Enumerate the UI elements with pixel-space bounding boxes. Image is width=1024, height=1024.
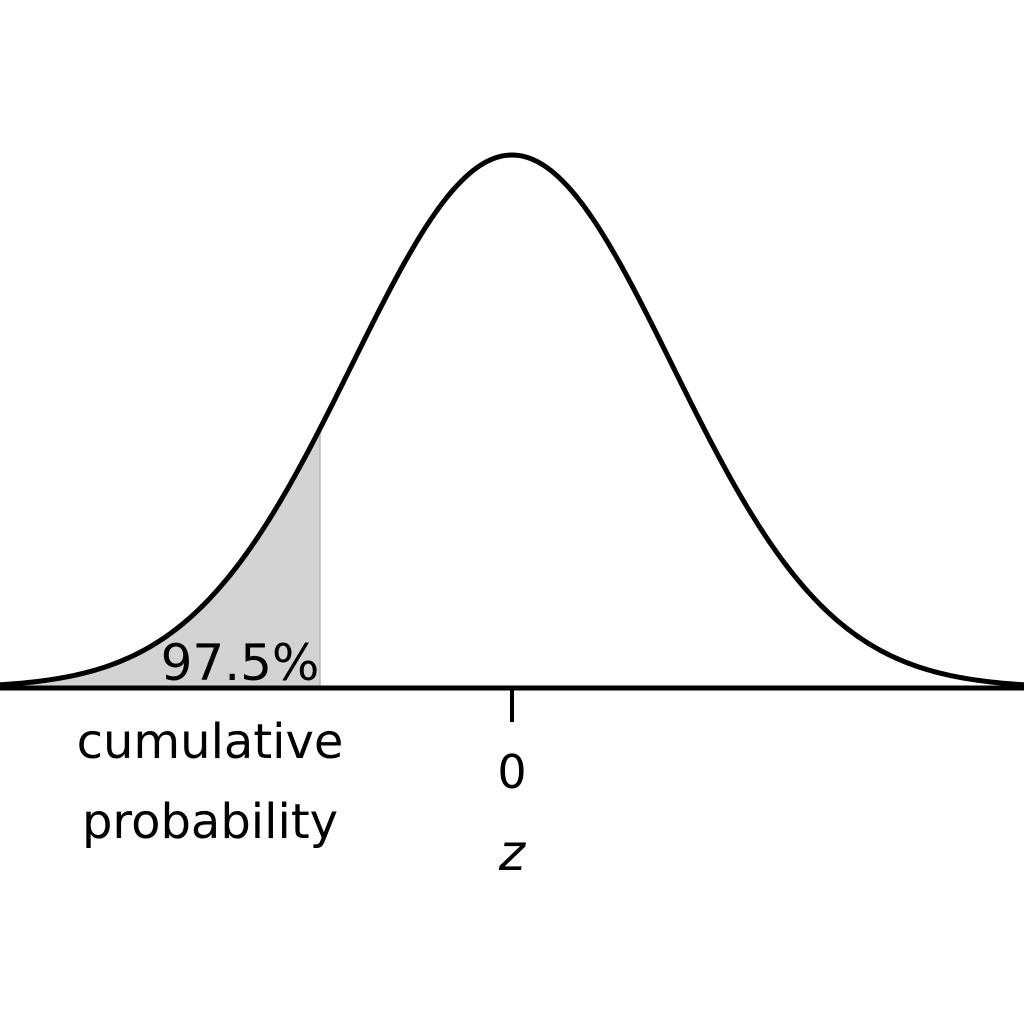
shaded-cumulative-area (0, 428, 320, 688)
normal-curve-line (0, 152, 1024, 688)
annotation-line-1: cumulative (77, 714, 344, 770)
x-axis-ticks: 0 (497, 688, 527, 799)
percent-data-label: 97.5% (161, 634, 320, 692)
x-tick-label: 0 (497, 745, 526, 799)
x-axis-label: z (498, 824, 527, 882)
annotation-line-2: probability (82, 794, 338, 850)
